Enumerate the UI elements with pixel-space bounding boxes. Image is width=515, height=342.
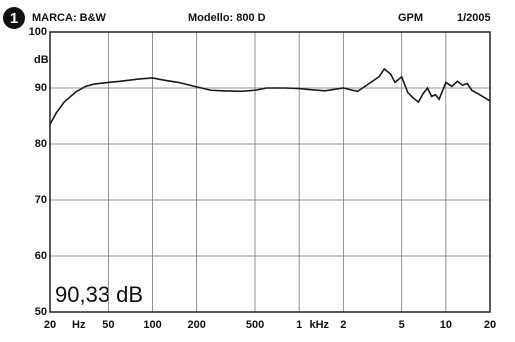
- badge: 1: [10, 10, 18, 27]
- response-line: [49, 67, 491, 125]
- y-tick-label: 90: [35, 82, 47, 94]
- annotation: 90,33 dB: [55, 282, 143, 307]
- y-tick-label: 100: [29, 26, 47, 38]
- x-tick-label: 10: [440, 319, 452, 331]
- date: 1/2005: [457, 12, 491, 24]
- x-tick-label: 20: [484, 319, 496, 331]
- model: Modello: 800 D: [188, 12, 266, 24]
- x-tick-label: 1: [296, 319, 302, 331]
- x-tick-label: 20: [44, 319, 56, 331]
- x-tick-label: 5: [399, 319, 405, 331]
- x-tick-label: 100: [143, 319, 161, 331]
- x-tick-label: 2: [340, 319, 346, 331]
- y-tick-label: 70: [35, 194, 47, 206]
- y-unit: dB: [34, 54, 49, 66]
- x-tick-label: 500: [246, 319, 264, 331]
- publisher: GPM: [398, 12, 423, 24]
- y-tick-label: 60: [35, 250, 47, 262]
- plot-frame: [49, 31, 491, 313]
- x-unit-high: kHz: [309, 319, 329, 331]
- y-tick-label: 80: [35, 138, 47, 150]
- brand: MARCA: B&W: [32, 12, 107, 24]
- x-unit-low: Hz: [72, 319, 86, 331]
- badge-circle: [3, 7, 25, 29]
- x-tick-label: 200: [187, 319, 205, 331]
- y-tick-label: 50: [35, 306, 47, 318]
- x-tick-label: 50: [102, 319, 114, 331]
